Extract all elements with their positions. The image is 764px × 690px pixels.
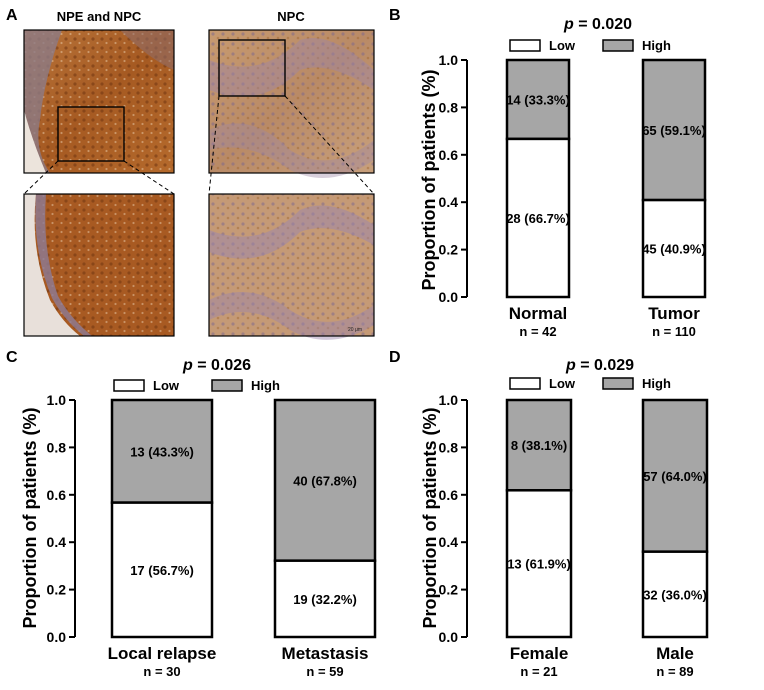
micrograph-npe-npc-high-mag [23,193,175,337]
chart-b-legend-low-label: Low [549,38,576,53]
micrograph-npe-npc-low-mag [23,29,175,174]
chart-d-label-low-0: 13 (61.9%) [507,557,571,572]
chart-d-ylabel: Proportion of patients (%) [420,408,440,629]
chart-b-n-0: n = 42 [519,324,556,339]
chart-panel-c: C p = 0.026 Low High Proportion of patie… [6,349,377,679]
chart-c-tick-label: 0.4 [47,534,67,550]
chart-c-bar-high-0 [110,398,214,504]
micrograph-npc-low-mag [208,29,375,178]
chart-d-legend-low-label: Low [549,376,576,391]
chart-b-bar-high-0 [505,58,571,141]
zoom-box-top-left [57,106,125,162]
chart-c-legend-high-label: High [251,378,280,393]
panel-a-letter: A [6,7,18,24]
chart-d-bar-high-1 [641,398,709,553]
chart-c-pvalue: p = 0.026 [182,357,251,374]
zoom-box-top-right [218,39,286,97]
chart-panel-d: D p = 0.029 Low High Proportion of patie… [389,349,709,679]
chart-b-label-high-1: 65 (59.1%) [642,123,706,138]
chart-b-label-low-0: 28 (66.7%) [506,211,570,226]
chart-d-pvalue: p = 0.029 [565,357,634,374]
chart-d-tick-label: 0.6 [439,487,459,503]
chart-c-bar-low-0 [110,501,214,639]
chart-d-label-low-1: 32 (36.0%) [643,587,707,602]
chart-b-legend: Low High [509,38,671,53]
chart-d-n-0: n = 21 [520,664,557,679]
chart-c-bar-high-1 [273,398,377,562]
chart-c-category-1: Metastasis [282,644,369,663]
chart-b-legend-high-swatch [602,39,634,52]
chart-d-label-high-0: 8 (38.1%) [511,438,567,453]
chart-d-legend-low-swatch [509,377,541,390]
chart-b-tick-label: 0.4 [439,194,459,210]
chart-b-legend-high-label: High [642,38,671,53]
chart-b-category-0: Normal [509,304,568,323]
chart-c-n-0: n = 30 [143,664,180,679]
chart-b-bar-low-0 [505,137,571,299]
panel-d-letter: D [389,349,401,366]
chart-c-legend-low-label: Low [153,378,180,393]
chart-c-label-high-1: 40 (67.8%) [293,473,357,488]
chart-d-tick-label: 0.4 [439,534,459,550]
chart-d-n-1: n = 89 [656,664,693,679]
chart-b-tick-label: 0.6 [439,147,459,163]
chart-c-tick-label: 0.2 [47,582,67,598]
panel-c-letter: C [6,349,18,366]
chart-d-bar-low-1 [641,550,709,639]
chart-b-tick-label: 0.0 [439,289,459,305]
chart-d-tick-label: 0.0 [439,629,459,645]
chart-b-n-1: n = 110 [652,324,696,339]
chart-d-category-1: Male [656,644,694,663]
chart-b-bar-low-1 [641,198,707,299]
chart-d-bar-low-0 [505,489,573,639]
panel-b-letter: B [389,7,401,24]
chart-c-n-1: n = 59 [306,664,343,679]
chart-b-label-high-0: 14 (33.3%) [506,92,570,107]
chart-c-label-low-0: 17 (56.7%) [130,563,194,578]
chart-c-category-0: Local relapse [108,644,217,663]
chart-b-bar-high-1 [641,58,707,202]
chart-b-category-1: Tumor [648,304,700,323]
micrograph-npc-high-mag: 20 μm [208,193,375,340]
chart-c-label-high-0: 13 (43.3%) [130,444,194,459]
chart-d-legend-high-label: High [642,376,671,391]
chart-c-bar-low-1 [273,559,377,639]
chart-b-ylabel: Proportion of patients (%) [419,70,439,291]
chart-b-tick-label: 0.2 [439,242,459,258]
panel-a-top-left-title: NPE and NPC [57,9,142,24]
panel-a: A NPE and NPC NPC [6,7,375,340]
chart-b-tick-label: 1.0 [439,52,459,68]
chart-b-tick-label: 0.8 [439,99,459,115]
chart-b-label-low-1: 45 (40.9%) [642,242,706,257]
chart-c-tick-label: 1.0 [47,392,67,408]
chart-d-category-0: Female [510,644,569,663]
chart-c-legend-low-swatch [113,379,145,392]
chart-d-label-high-1: 57 (64.0%) [643,469,707,484]
scale-bar-label: 20 μm [348,327,362,333]
chart-c-ylabel: Proportion of patients (%) [20,408,40,629]
chart-b-legend-low-swatch [509,39,541,52]
chart-d-legend: Low High [509,376,671,391]
chart-c-label-low-1: 19 (32.2%) [293,592,357,607]
panel-a-top-right-title: NPC [277,9,305,24]
chart-panel-b: B p = 0.020 Low High Proportion of patie… [389,7,707,339]
chart-d-legend-high-swatch [602,377,634,390]
chart-b-pvalue: p = 0.020 [563,16,632,33]
chart-c-tick-label: 0.6 [47,487,67,503]
chart-c-tick-label: 0.0 [47,629,67,645]
chart-d-tick-label: 0.8 [439,439,459,455]
chart-c-legend: Low High [113,378,280,393]
chart-c-tick-label: 0.8 [47,439,67,455]
chart-d-tick-label: 1.0 [439,392,459,408]
chart-c-legend-high-swatch [211,379,243,392]
chart-d-tick-label: 0.2 [439,582,459,598]
